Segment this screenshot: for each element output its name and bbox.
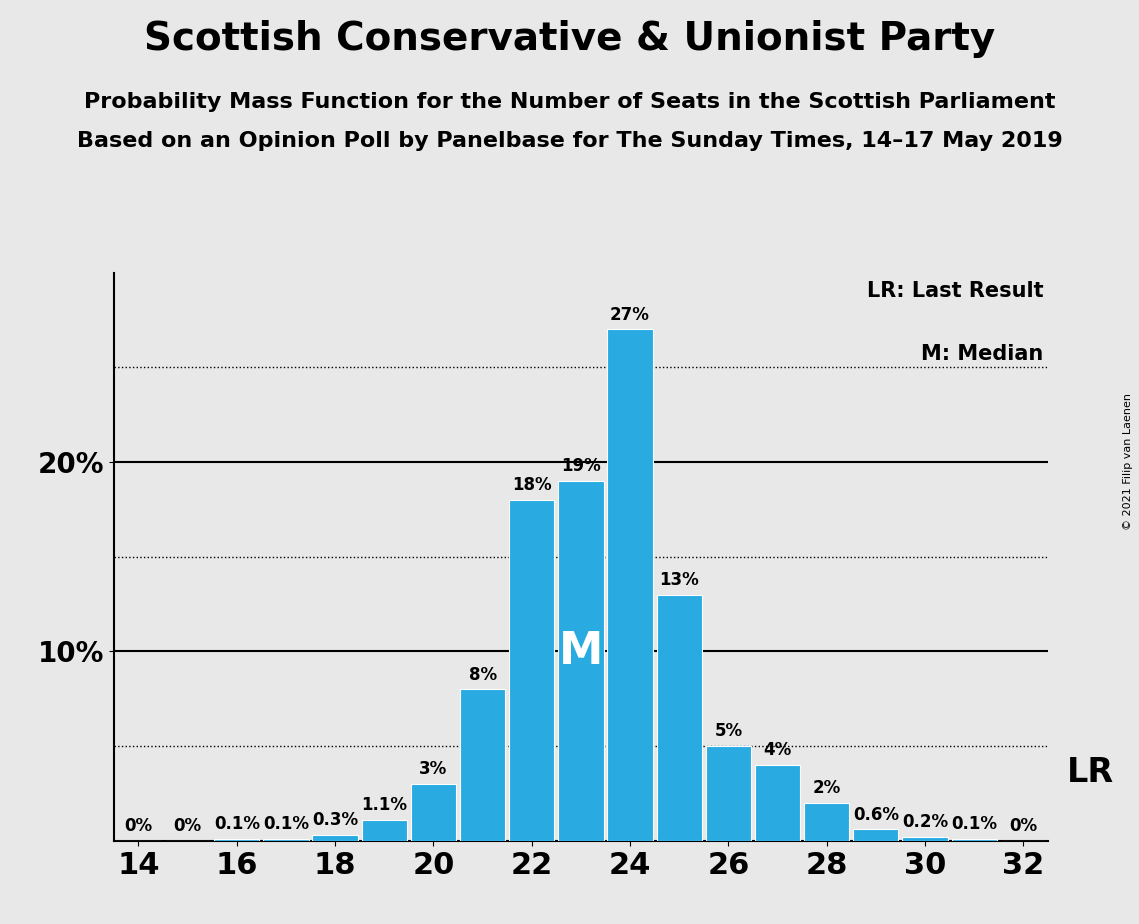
Text: 18%: 18% <box>511 476 551 494</box>
Bar <box>509 500 555 841</box>
Text: 0.1%: 0.1% <box>951 815 997 833</box>
Bar <box>263 839 309 841</box>
Text: 0%: 0% <box>1009 817 1038 835</box>
Text: LR: LR <box>1066 756 1114 789</box>
Bar <box>607 329 653 841</box>
Text: 3%: 3% <box>419 760 448 778</box>
Bar <box>853 830 899 841</box>
Text: 4%: 4% <box>763 741 792 760</box>
Text: 2%: 2% <box>812 779 841 797</box>
Bar <box>460 689 506 841</box>
Text: © 2021 Filip van Laenen: © 2021 Filip van Laenen <box>1123 394 1133 530</box>
Text: Probability Mass Function for the Number of Seats in the Scottish Parliament: Probability Mass Function for the Number… <box>84 92 1055 113</box>
Text: Scottish Conservative & Unionist Party: Scottish Conservative & Unionist Party <box>144 20 995 58</box>
Bar <box>558 480 604 841</box>
Text: LR: Last Result: LR: Last Result <box>867 281 1043 301</box>
Bar <box>214 839 260 841</box>
Text: 0.1%: 0.1% <box>214 815 260 833</box>
Text: 5%: 5% <box>714 723 743 740</box>
Bar <box>951 839 997 841</box>
Bar <box>411 784 456 841</box>
Text: 8%: 8% <box>468 665 497 684</box>
Text: 0.1%: 0.1% <box>263 815 309 833</box>
Bar <box>312 835 358 841</box>
Text: Based on an Opinion Poll by Panelbase for The Sunday Times, 14–17 May 2019: Based on an Opinion Poll by Panelbase fo… <box>76 131 1063 152</box>
Bar <box>362 820 407 841</box>
Bar <box>804 803 850 841</box>
Text: M: Median: M: Median <box>921 344 1043 364</box>
Text: M: M <box>559 630 603 673</box>
Bar <box>902 837 948 841</box>
Bar <box>656 595 702 841</box>
Text: 0.2%: 0.2% <box>902 813 948 832</box>
Text: 0.6%: 0.6% <box>853 806 899 824</box>
Text: 0%: 0% <box>124 817 153 835</box>
Bar <box>706 747 751 841</box>
Text: 0%: 0% <box>173 817 202 835</box>
Text: 0.3%: 0.3% <box>312 811 358 830</box>
Text: 1.1%: 1.1% <box>361 796 408 814</box>
Text: 27%: 27% <box>611 306 650 323</box>
Text: 13%: 13% <box>659 571 699 589</box>
Text: 19%: 19% <box>562 457 600 475</box>
Bar <box>755 765 800 841</box>
